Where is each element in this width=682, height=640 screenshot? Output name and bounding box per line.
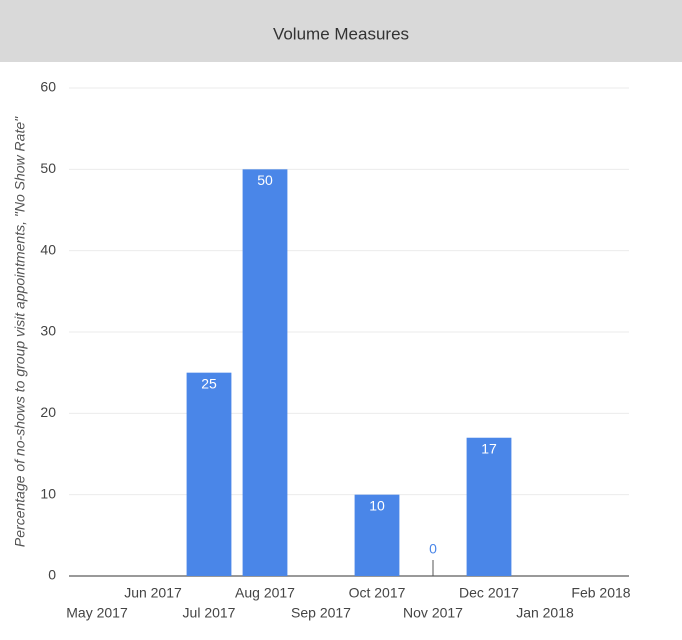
y-tick-label: 30 — [40, 323, 56, 339]
bar — [186, 372, 232, 576]
chart-title: Volume Measures — [273, 24, 409, 43]
x-tick-label: Sep 2017 — [291, 605, 351, 621]
x-tick-label: Nov 2017 — [403, 605, 463, 621]
x-tick-label: Jun 2017 — [124, 585, 182, 601]
bar — [466, 437, 512, 576]
x-tick-label: Jul 2017 — [183, 605, 236, 621]
bar — [242, 169, 288, 577]
data-label: 10 — [369, 497, 385, 513]
x-tick-label: Jan 2018 — [516, 605, 574, 621]
data-label: 17 — [481, 440, 497, 456]
y-tick-label: 60 — [40, 79, 56, 95]
x-tick-label: May 2017 — [66, 605, 128, 621]
x-tick-label: Feb 2018 — [571, 585, 630, 601]
x-tick-label: Dec 2017 — [459, 585, 519, 601]
y-tick-label: 0 — [48, 567, 56, 583]
y-tick-label: 20 — [40, 404, 56, 420]
y-tick-label: 10 — [40, 485, 56, 501]
y-axis-label: Percentage of no-shows to group visit ap… — [12, 116, 28, 547]
x-tick-label: Aug 2017 — [235, 585, 295, 601]
x-tick-label: Oct 2017 — [349, 585, 406, 601]
header-bar — [0, 0, 682, 62]
bar — [354, 494, 400, 576]
data-label: 0 — [429, 541, 437, 557]
y-tick-label: 40 — [40, 241, 56, 257]
y-tick-label: 50 — [40, 160, 56, 176]
data-label: 25 — [201, 375, 217, 391]
data-label: 50 — [257, 172, 273, 188]
